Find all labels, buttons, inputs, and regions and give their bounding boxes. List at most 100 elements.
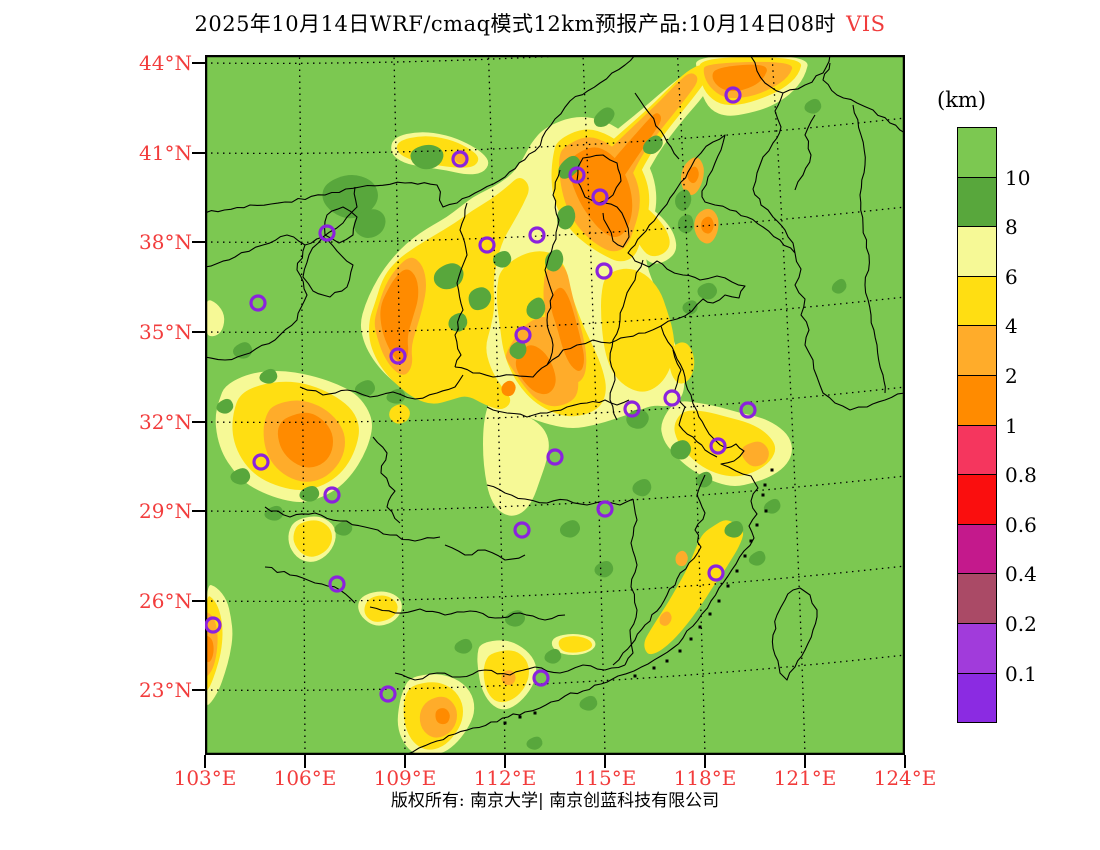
- boundary-loop: [324, 206, 358, 244]
- legend-value-label: 4: [1005, 314, 1018, 339]
- boundary-line: [544, 169, 561, 366]
- vis-contour-region: [701, 216, 714, 234]
- legend-color-box: [957, 623, 997, 674]
- legend-value-label: 0.1: [1005, 661, 1037, 686]
- vis-contour-region: [277, 412, 333, 468]
- boundary-line: [204, 244, 308, 361]
- lon-axis-label: 124°E: [873, 766, 937, 790]
- vis-contour-region: [468, 287, 492, 311]
- vis-contour-region: [233, 342, 253, 359]
- vis-contour-region: [594, 560, 614, 578]
- lon-axis-tick: [704, 755, 706, 768]
- lat-axis-label: 23°N: [139, 678, 192, 702]
- vis-contour-region: [435, 708, 450, 725]
- legend-color-box: [957, 474, 997, 525]
- vis-contour-region: [568, 147, 633, 237]
- legend-color-box: [957, 226, 997, 277]
- graticule-lat-line: [204, 206, 906, 244]
- vis-contour-region: [643, 135, 663, 155]
- city-marker: [249, 294, 267, 312]
- boundary-line: [752, 92, 796, 254]
- island-speck: [763, 483, 767, 487]
- vis-contour-region: [454, 638, 473, 654]
- boundary-line: [782, 54, 831, 94]
- vis-contour-region: [626, 409, 649, 429]
- boundary-loop: [302, 236, 354, 298]
- city-marker: [204, 616, 222, 634]
- lon-axis-label: 115°E: [573, 766, 637, 790]
- vis-contour-region: [433, 263, 464, 290]
- vis-contour-region: [695, 471, 713, 488]
- page-title: 2025年10月14日WRF/cmaq模式12km预报产品:10月14日08时 V…: [0, 8, 1080, 38]
- vis-contour-region: [259, 368, 278, 384]
- island-speck: [633, 674, 637, 678]
- vis-contour-region: [205, 300, 225, 337]
- legend-value-label: 6: [1005, 264, 1018, 289]
- vis-contour-region: [831, 278, 847, 294]
- island-speck: [761, 493, 765, 497]
- boundary-line: [454, 202, 468, 368]
- city-marker: [318, 224, 336, 242]
- vis-contour-region: [557, 205, 576, 230]
- city-marker: [724, 86, 742, 104]
- vis-contour-region: [687, 166, 699, 184]
- legend-color-box: [957, 573, 997, 624]
- city-marker: [546, 448, 564, 466]
- lat-axis-tick: [192, 331, 205, 333]
- legend-value-label: 10: [1005, 165, 1031, 190]
- lon-axis-label: 118°E: [673, 766, 737, 790]
- lon-axis-tick: [404, 755, 406, 768]
- vis-contour-region: [509, 341, 527, 360]
- city-marker: [623, 400, 641, 418]
- copyright-text: 版权所有: 南京大学| 南京创蓝科技有限公司: [390, 791, 720, 811]
- boundary-line: [602, 202, 630, 248]
- vis-contour-region: [712, 64, 767, 91]
- boundary-line: [394, 664, 626, 681]
- lat-axis-label: 26°N: [139, 589, 192, 613]
- vis-contour-region: [601, 268, 675, 392]
- boundary-line: [678, 424, 718, 458]
- vis-contour-region: [364, 595, 398, 622]
- vis-contour-region: [526, 736, 543, 750]
- vis-contour-region: [515, 345, 556, 395]
- legend-color-box: [957, 127, 997, 178]
- lon-axis-tick: [304, 755, 306, 768]
- lat-axis-tick: [192, 421, 205, 423]
- vis-contour-region: [593, 107, 615, 127]
- legend-unit-label: (km): [937, 88, 987, 112]
- lon-axis-tick: [904, 755, 906, 768]
- island-speck: [708, 612, 712, 616]
- boundary-line: [372, 436, 401, 524]
- lon-axis-tick: [504, 755, 506, 768]
- vis-contour-region: [629, 205, 670, 257]
- vis-contour-region: [483, 403, 549, 516]
- graticule-lon-line: [298, 54, 306, 756]
- graticule-lon-line: [676, 54, 706, 756]
- island-speck: [533, 711, 537, 715]
- vis-contour-region: [230, 468, 251, 485]
- city-marker: [591, 188, 609, 206]
- vis-contour-region: [675, 550, 688, 567]
- vis-contour-region: [579, 695, 598, 711]
- vis-contour-region: [677, 214, 694, 234]
- city-marker: [513, 521, 531, 539]
- boundary-line: [612, 474, 706, 666]
- boundary-line: [749, 54, 784, 94]
- boundary-line: [486, 399, 630, 418]
- boundary-line: [404, 134, 796, 756]
- legend-value-label: 0.2: [1005, 612, 1037, 636]
- island-speck: [735, 569, 739, 573]
- city-marker: [596, 500, 614, 518]
- vis-contour-region: [299, 485, 320, 502]
- boundary-line: [794, 114, 816, 191]
- map-canvas: [204, 27, 906, 756]
- boundary-line: [794, 252, 906, 411]
- city-marker: [252, 453, 270, 471]
- city-marker: [707, 564, 725, 582]
- legend-color-box: [957, 275, 997, 327]
- vis-contour-region: [669, 342, 695, 384]
- boundary-line: [454, 364, 548, 378]
- island-speck: [717, 599, 721, 603]
- boundary-line: [822, 62, 906, 134]
